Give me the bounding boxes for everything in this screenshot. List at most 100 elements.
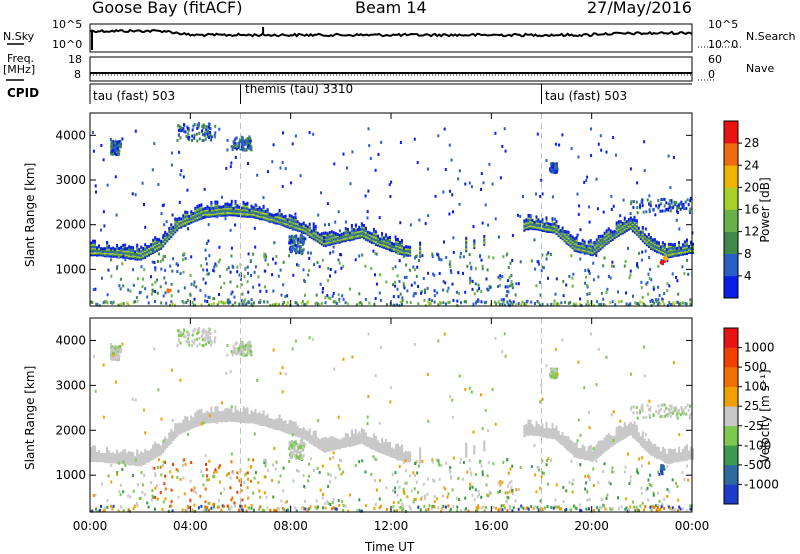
power-cell	[456, 299, 459, 303]
velocity-cell	[170, 500, 173, 504]
velocity-cell	[511, 492, 514, 495]
power-cell	[597, 243, 600, 247]
velocity-cell	[543, 433, 546, 437]
velocity-cell	[100, 452, 102, 456]
velocity-cell	[315, 499, 318, 503]
power-cell	[405, 245, 407, 249]
power-cell	[639, 230, 642, 234]
power-cell	[286, 218, 289, 222]
power-cell	[341, 294, 344, 298]
power-cell	[629, 273, 632, 277]
velocity-cell	[419, 447, 422, 451]
velocity-cell	[464, 496, 467, 500]
velocity-cell	[240, 412, 243, 416]
velocity-cell	[529, 421, 532, 425]
power-cell	[511, 286, 514, 290]
power-cell	[334, 270, 337, 274]
velocity-cell	[653, 454, 656, 458]
power-cell	[254, 265, 257, 269]
power-cell	[399, 249, 401, 253]
velocity-cell	[202, 483, 205, 487]
power-cell	[649, 241, 652, 245]
power-cell	[144, 244, 147, 248]
power-cell	[449, 269, 452, 273]
velocity-cell	[623, 435, 626, 439]
power-cell	[254, 206, 257, 210]
power-cell	[362, 236, 365, 240]
velocity-cell	[132, 474, 134, 477]
power-cell	[527, 219, 530, 223]
velocity-cell	[218, 498, 220, 502]
velocity-cell	[603, 437, 606, 441]
power-cell	[354, 229, 357, 232]
power-cell	[391, 241, 393, 245]
power-cell	[545, 223, 548, 227]
power-cell	[562, 280, 565, 283]
power-cell	[545, 216, 548, 220]
velocity-cell	[607, 432, 610, 436]
velocity-cell	[456, 505, 459, 509]
power-cell	[270, 217, 273, 221]
velocity-cell	[595, 459, 598, 463]
power-cell	[344, 236, 347, 240]
power-cell	[671, 252, 674, 256]
velocity-cell	[692, 448, 694, 452]
power-cell	[228, 205, 231, 209]
velocity-cell	[397, 447, 399, 451]
power-cell	[193, 280, 196, 284]
velocity-cell	[340, 472, 343, 476]
velocity-cell	[297, 469, 300, 473]
velocity-cell	[401, 502, 404, 506]
velocity-cell	[294, 425, 297, 429]
velocity-cell	[132, 460, 135, 464]
velocity-cell	[527, 424, 530, 428]
velocity-cell	[288, 419, 291, 423]
velocity-cell	[409, 451, 412, 455]
velocity-cell	[184, 424, 187, 428]
velocity-cell	[567, 446, 570, 450]
velocity-cell	[473, 498, 476, 502]
velocity-cell	[529, 419, 532, 423]
power-cell	[134, 252, 137, 256]
power-cell	[499, 284, 501, 287]
velocity-cell	[555, 483, 558, 487]
velocity-cell	[208, 418, 211, 422]
power-cell	[611, 230, 614, 234]
power-cell	[633, 223, 636, 226]
velocity-cell	[178, 426, 181, 430]
velocity-cell	[497, 490, 500, 494]
velocity-cell	[132, 454, 135, 458]
power-cell	[316, 233, 319, 237]
power-cell	[419, 254, 422, 258]
velocity-cell	[387, 450, 389, 454]
velocity-cell	[318, 446, 321, 450]
velocity-cell	[364, 470, 367, 474]
velocity-cell	[533, 430, 536, 434]
velocity-cell	[214, 416, 217, 420]
power-cell	[667, 242, 670, 246]
velocity-cell	[190, 422, 193, 426]
velocity-cell	[397, 455, 399, 459]
velocity-cell	[138, 453, 141, 457]
power-cell	[198, 205, 201, 209]
power-cell	[577, 249, 580, 253]
power-cell	[184, 221, 187, 225]
power-cell	[651, 246, 654, 250]
power-cell	[409, 268, 412, 272]
power-cell	[579, 257, 582, 261]
velocity-cell	[619, 427, 622, 431]
velocity-cell	[206, 478, 209, 482]
power-cell	[374, 252, 377, 256]
velocity-cell	[596, 506, 599, 510]
power-cell	[213, 265, 216, 269]
power-cell	[469, 279, 472, 283]
velocity-cell	[627, 433, 630, 437]
power-cell	[318, 240, 321, 244]
velocity-cell	[637, 439, 640, 443]
power-cell	[641, 295, 644, 299]
power-cell	[340, 266, 343, 270]
power-cell	[478, 255, 481, 258]
power-cell	[128, 246, 131, 250]
power-cell	[571, 235, 574, 239]
power-cell	[358, 234, 361, 238]
